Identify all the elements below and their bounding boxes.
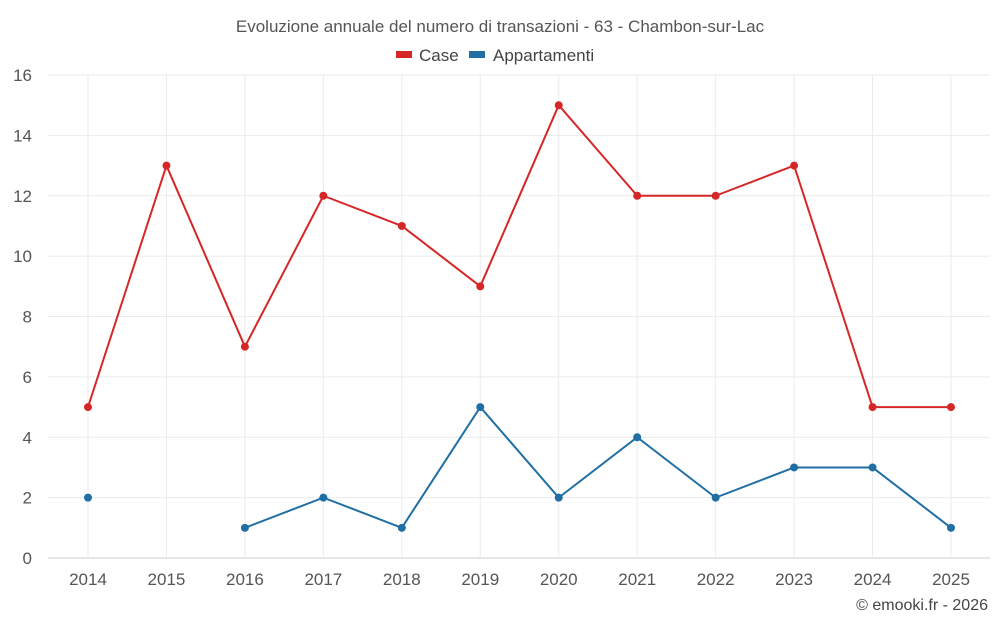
x-tick-label: 2018 [383, 570, 421, 589]
legend-label-case: Case [419, 46, 459, 65]
legend-swatch-appartamenti [469, 51, 485, 58]
data-point-appartamenti[interactable] [84, 493, 92, 502]
x-tick-label: 2025 [932, 570, 970, 589]
data-point-appartamenti[interactable] [476, 403, 485, 412]
y-tick-label: 12 [13, 187, 32, 206]
x-tick-label: 2016 [226, 570, 264, 589]
data-point-case[interactable] [162, 161, 171, 170]
data-point-case[interactable] [868, 403, 877, 412]
x-tick-label: 2022 [697, 570, 735, 589]
chart-title: Evoluzione annuale del numero di transaz… [236, 17, 765, 36]
legend-item-case[interactable]: Case [396, 46, 459, 65]
data-point-case[interactable] [711, 191, 720, 200]
y-tick-label: 6 [23, 368, 32, 387]
x-tick-label: 2024 [854, 570, 892, 589]
data-point-appartamenti[interactable] [790, 463, 799, 472]
grid [48, 74, 990, 559]
x-tick-label: 2015 [148, 570, 186, 589]
series-line-appartamenti [244, 406, 952, 529]
data-point-appartamenti[interactable] [240, 523, 249, 532]
x-tick-label: 2023 [775, 570, 813, 589]
credit-text: © emooki.fr - 2026 [856, 597, 988, 614]
series [84, 101, 955, 532]
y-tick-label: 16 [13, 66, 32, 85]
data-point-appartamenti[interactable] [868, 463, 877, 472]
y-tick-label: 8 [23, 308, 32, 327]
y-tick-label: 0 [23, 549, 32, 568]
data-point-case[interactable] [319, 191, 328, 200]
axes: 0 2 4 6 8 10 12 14 16 2014 2015 2016 2017 2018 2019 202… [13, 66, 970, 589]
legend-label-appartamenti: Appartamenti [493, 46, 594, 65]
data-point-appartamenti[interactable] [633, 433, 642, 442]
data-point-case[interactable] [84, 403, 92, 412]
data-point-appartamenti[interactable] [319, 493, 328, 502]
x-tick-label: 2021 [618, 570, 656, 589]
legend-item-appartamenti[interactable]: Appartamenti [469, 46, 594, 65]
data-point-case[interactable] [947, 403, 955, 412]
data-point-appartamenti[interactable] [947, 523, 955, 532]
series-line-case [87, 104, 951, 409]
x-tick-label: 2019 [461, 570, 499, 589]
data-point-case[interactable] [397, 221, 406, 230]
data-point-case[interactable] [790, 161, 799, 170]
x-tick-label: 2017 [304, 570, 342, 589]
legend-swatch-case [396, 51, 412, 58]
y-tick-label: 4 [23, 428, 32, 447]
data-point-appartamenti[interactable] [554, 493, 563, 502]
x-tick-label: 2014 [69, 570, 107, 589]
data-point-case[interactable] [554, 101, 563, 110]
x-tick-label: 2020 [540, 570, 578, 589]
legend: Case Appartamenti [396, 46, 594, 65]
y-tick-label: 10 [13, 247, 32, 266]
y-tick-label: 2 [23, 489, 32, 508]
data-point-case[interactable] [633, 191, 642, 200]
y-tick-label: 14 [13, 126, 32, 145]
data-point-appartamenti[interactable] [397, 523, 406, 532]
data-point-appartamenti[interactable] [711, 493, 720, 502]
data-point-case[interactable] [476, 282, 485, 291]
data-point-case[interactable] [240, 342, 249, 351]
